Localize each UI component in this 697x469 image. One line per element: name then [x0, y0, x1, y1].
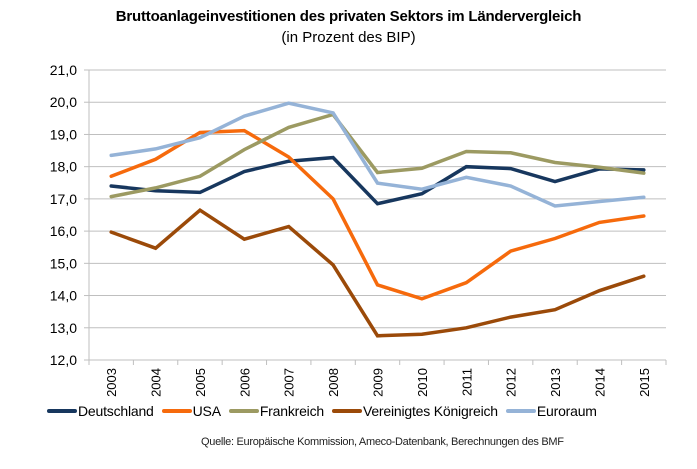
legend-label-frankreich: Frankreich [259, 403, 324, 419]
y-tick-label: 16,0 [50, 223, 77, 239]
x-tick-label: 2005 [193, 368, 208, 397]
legend-swatch-usa [161, 409, 192, 413]
y-tick-label: 18,0 [50, 159, 77, 175]
legend-swatch-frankreich [228, 409, 259, 413]
axes [84, 69, 667, 365]
x-tick-label: 2003 [104, 368, 119, 397]
y-tick-label: 21,0 [50, 62, 77, 78]
series-line-vereinigtes-koenigreich [109, 208, 646, 338]
y-tick-label: 14,0 [50, 288, 77, 304]
chart-subtitle: (in Prozent des BIP) [281, 29, 416, 46]
source-note: Quelle: Europäische Kommission, Ameco-Da… [201, 436, 564, 448]
legend-item-vereinigtes-koenigreich[interactable]: Vereinigtes Königreich [331, 403, 498, 419]
legend-item-euroraum[interactable]: Euroraum [505, 403, 597, 419]
x-tick-label: 2013 [548, 368, 563, 397]
legend: Deutschland USA Frankreich Vereinigtes K… [47, 403, 605, 419]
x-tick-label: 2012 [504, 368, 519, 397]
x-tick-label: 2014 [592, 368, 607, 397]
legend-item-deutschland[interactable]: Deutschland [47, 403, 154, 419]
legend-swatch-vereinigtes-koenigreich [331, 409, 362, 413]
y-tick-label: 19,0 [50, 126, 77, 142]
x-tick-label: 2010 [415, 368, 430, 397]
y-tick-label: 13,0 [50, 320, 77, 336]
legend-swatch-deutschland [47, 409, 77, 413]
gridlines [89, 69, 666, 329]
series-line-euroraum [109, 101, 646, 208]
x-tick-label: 2008 [326, 368, 341, 397]
x-tick-label: 2004 [149, 368, 164, 397]
series-line-frankreich [109, 112, 646, 199]
series-lines [109, 101, 646, 338]
x-tick-label: 2009 [371, 368, 386, 397]
x-axis-tick-labels: 2003 2004 2005 2006 2007 2008 2009 2010 2011 2012… [104, 368, 652, 397]
y-tick-label: 20,0 [50, 94, 77, 110]
y-axis-tick-labels: 12,0 13,0 14,0 15,0 16,0 17,0 18,0 19,0 20,0 21,0 [50, 62, 77, 368]
y-tick-label: 12,0 [50, 352, 77, 368]
legend-label-euroraum: Euroraum [536, 403, 597, 419]
legend-label-deutschland: Deutschland [78, 403, 154, 419]
chart-title: Bruttoanlageinvestitionen des privaten S… [115, 8, 582, 25]
x-tick-label: 2011 [459, 368, 474, 396]
series-line-usa [109, 128, 646, 301]
y-tick-label: 17,0 [50, 191, 77, 207]
x-tick-label: 2007 [282, 368, 297, 397]
legend-item-frankreich[interactable]: Frankreich [228, 403, 324, 419]
series-line-deutschland [109, 155, 646, 206]
x-tick-label: 2015 [637, 368, 652, 397]
y-tick-label: 15,0 [50, 255, 77, 271]
legend-swatch-euroraum [505, 409, 536, 413]
x-tick-label: 2006 [237, 368, 252, 397]
legend-label-vereinigtes-koenigreich: Vereinigtes Königreich [362, 403, 498, 419]
legend-label-usa: USA [192, 403, 221, 419]
legend-item-usa[interactable]: USA [161, 403, 221, 419]
